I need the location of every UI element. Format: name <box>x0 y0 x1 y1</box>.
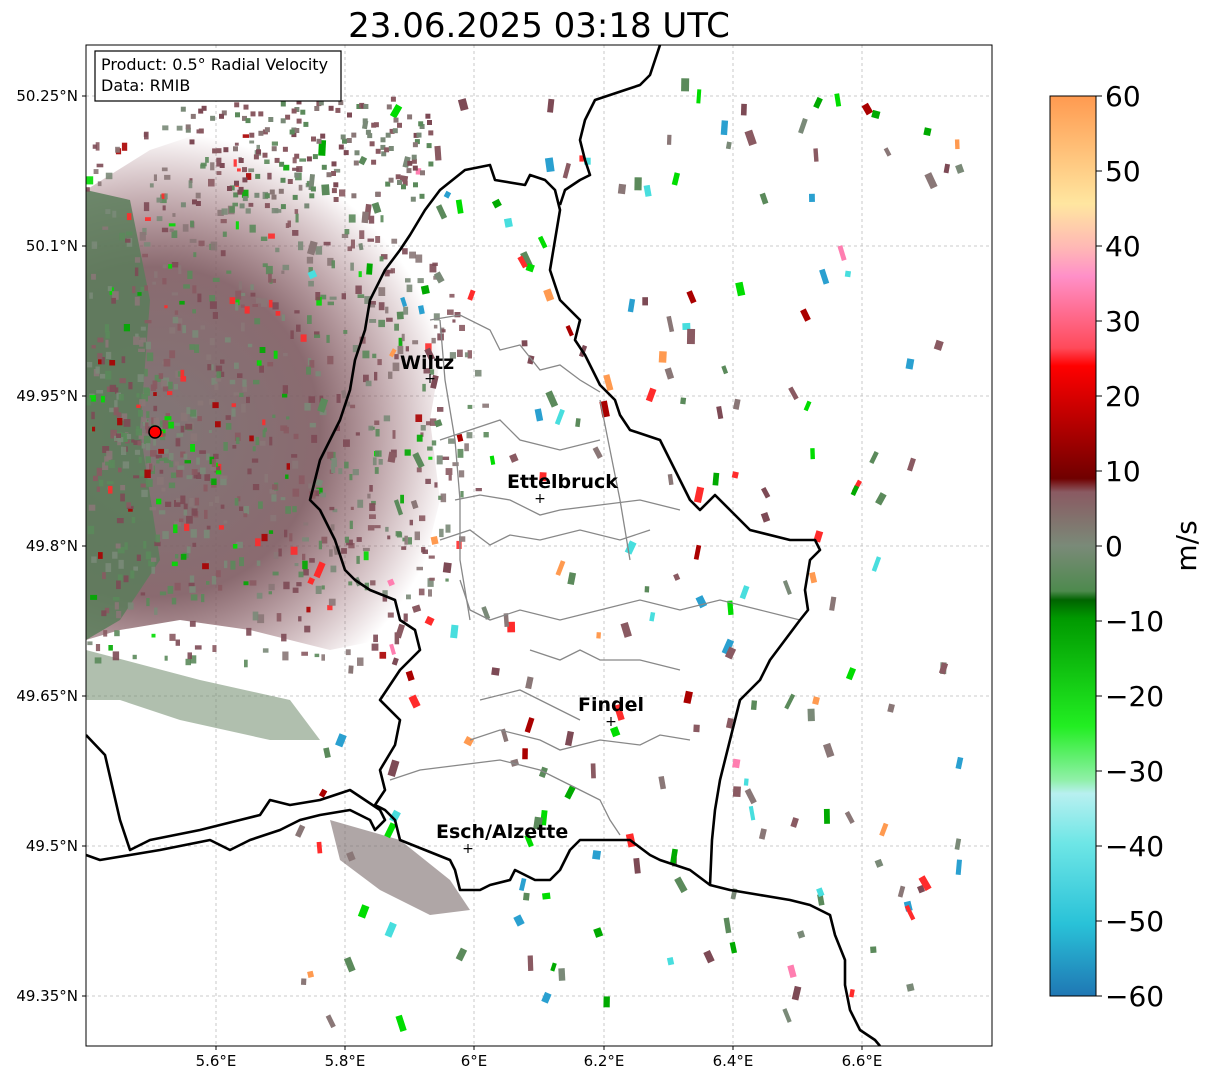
city-label: Ettelbruck <box>507 471 618 493</box>
colorbar-tick-label: 0 <box>1105 530 1123 563</box>
lon-tick-label: 5.6°E <box>196 1052 237 1070</box>
country-borders <box>86 45 881 1046</box>
colorbar-ticks: 60 50 40 30 20 10 0 −10 −20 −30 −40 −50 −60 <box>1096 80 1164 1013</box>
map-title: 23.06.2025 03:18 UTC <box>348 6 730 46</box>
city-marker-icon: + <box>534 491 546 507</box>
city-label: Wiltz <box>400 352 454 374</box>
colorbar-tick-label: 40 <box>1105 230 1141 263</box>
echo-cluster-south <box>330 820 470 915</box>
longitude-axis: 5.6°E 5.8°E 6°E 6.2°E 6.4°E 6.6°E <box>196 1046 883 1070</box>
lat-tick-label: 49.35°N <box>16 987 78 1005</box>
latitude-axis: 50.25°N 50.1°N 49.95°N 49.8°N 49.65°N 49.5°N 4… <box>16 87 86 1005</box>
colorbar-tick-label: 10 <box>1105 455 1141 488</box>
city-label: Findel <box>578 694 644 716</box>
city-esch-alzette: Esch/Alzette + <box>436 821 568 857</box>
info-box: Product: 0.5° Radial Velocity Data: RMIB <box>94 50 342 102</box>
city-marker-icon: + <box>605 714 617 730</box>
colorbar: 60 50 40 30 20 10 0 −10 −20 −30 −40 −50 −60 m/s <box>1049 80 1203 1013</box>
lon-tick-label: 5.8°E <box>325 1052 366 1070</box>
lat-tick-label: 49.65°N <box>16 687 78 705</box>
district-boundaries <box>389 314 801 836</box>
colorbar-scale <box>1049 95 1097 997</box>
lon-tick-label: 6.2°E <box>584 1052 625 1070</box>
map-content: Wiltz + Ettelbruck + Findel + Esch/Alzet… <box>86 45 992 1046</box>
lat-tick-label: 49.5°N <box>26 837 78 855</box>
colorbar-tick-label: 20 <box>1105 380 1141 413</box>
city-marker-icon: + <box>462 841 474 857</box>
colorbar-tick-label: 30 <box>1105 305 1141 338</box>
lat-tick-label: 50.1°N <box>26 237 78 255</box>
colorbar-tick-label: −20 <box>1105 680 1164 713</box>
city-marker-icon: + <box>424 371 436 387</box>
lat-tick-label: 49.8°N <box>26 537 78 555</box>
colorbar-tick-label: −60 <box>1105 980 1164 1013</box>
lon-tick-label: 6.6°E <box>842 1052 883 1070</box>
lon-tick-label: 6.4°E <box>713 1052 754 1070</box>
info-data: Data: RMIB <box>101 76 190 95</box>
colorbar-tick-label: −10 <box>1105 605 1164 638</box>
lon-tick-label: 6°E <box>461 1052 488 1070</box>
colorbar-tick-label: −40 <box>1105 830 1164 863</box>
city-wiltz: Wiltz + <box>400 352 454 387</box>
radar-site-marker <box>148 425 162 439</box>
colorbar-tick-label: −30 <box>1105 755 1164 788</box>
city-ettelbruck: Ettelbruck + <box>507 471 618 507</box>
colorbar-tick-label: −50 <box>1105 905 1164 938</box>
radar-gates <box>86 78 965 1033</box>
colorbar-tick-label: 60 <box>1105 80 1141 113</box>
city-label: Esch/Alzette <box>436 821 568 843</box>
echo-field-south <box>86 650 320 740</box>
colorbar-label: m/s <box>1170 520 1203 571</box>
lat-tick-label: 49.95°N <box>16 387 78 405</box>
lat-tick-label: 50.25°N <box>16 87 78 105</box>
colorbar-tick-label: 50 <box>1105 155 1141 188</box>
info-product: Product: 0.5° Radial Velocity <box>101 55 328 74</box>
city-findel: Findel + <box>578 694 644 730</box>
